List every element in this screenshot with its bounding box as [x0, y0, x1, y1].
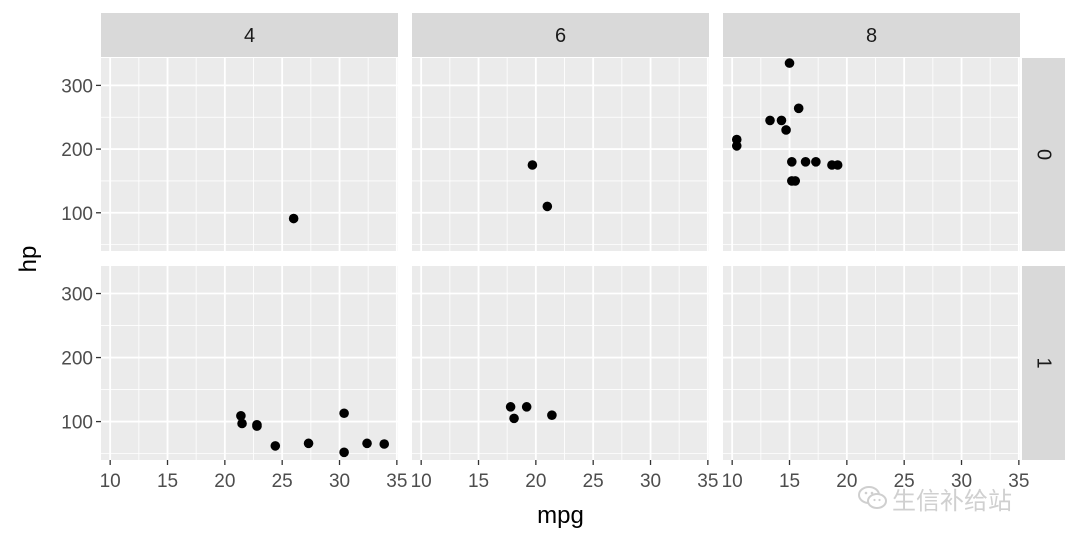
x-tick-label: 20	[836, 471, 857, 492]
column-strip	[101, 13, 398, 57]
data-point	[776, 115, 787, 126]
data-point	[252, 421, 262, 431]
x-tick-label: 35	[697, 471, 718, 492]
data-point	[800, 157, 811, 167]
data-point	[527, 160, 538, 170]
data-point	[781, 125, 791, 135]
data-point	[505, 402, 516, 412]
data-point	[236, 411, 246, 421]
data-point	[790, 176, 801, 186]
data-point	[288, 213, 299, 224]
x-tick-label: 20	[525, 471, 546, 492]
x-tick-label: 35	[1008, 471, 1029, 492]
column-strip-label: 6	[555, 25, 566, 47]
column-strip-label: 4	[244, 25, 255, 47]
x-tick-label: 15	[157, 471, 178, 492]
data-point	[765, 115, 775, 126]
x-tick-label: 15	[779, 471, 800, 492]
y-tick-label: 300	[61, 76, 93, 97]
data-point	[521, 402, 532, 412]
column-strip-label: 8	[866, 25, 877, 47]
panel-background	[412, 58, 709, 251]
x-tick-label: 30	[329, 471, 350, 492]
data-point	[339, 408, 349, 419]
x-tick-label: 10	[100, 471, 121, 492]
column-strip	[723, 13, 1020, 57]
x-tick-label: 30	[640, 471, 661, 492]
panel-background	[101, 266, 398, 460]
panel-background	[101, 58, 398, 251]
x-tick-label: 20	[214, 471, 235, 492]
x-tick-label: 30	[951, 471, 972, 492]
row-strip-label: 1	[1033, 357, 1055, 368]
wechat-logo-icon	[858, 486, 887, 509]
data-point	[542, 201, 553, 212]
y-tick-label: 200	[61, 140, 93, 161]
panel-background	[723, 58, 1020, 251]
x-tick-label: 35	[386, 471, 407, 492]
x-tick-label: 25	[583, 471, 604, 492]
data-point	[379, 439, 390, 449]
data-point	[509, 413, 519, 424]
data-point	[793, 103, 804, 114]
data-point	[237, 418, 247, 429]
y-tick-label: 100	[61, 413, 93, 434]
y-tick-label: 200	[61, 349, 93, 370]
x-tick-label: 25	[272, 471, 293, 492]
y-tick-label: 100	[61, 204, 93, 225]
x-axis-title: mpg	[537, 502, 584, 529]
data-point	[270, 441, 281, 451]
x-tick-label: 15	[468, 471, 489, 492]
data-point	[731, 141, 742, 151]
panel-background	[723, 266, 1020, 460]
data-point	[811, 157, 821, 167]
x-tick-label: 10	[411, 471, 432, 492]
x-tick-label: 25	[894, 471, 915, 492]
data-point	[303, 438, 314, 449]
x-tick-label: 10	[722, 471, 743, 492]
data-point	[362, 438, 372, 449]
row-strip-label: 0	[1033, 149, 1055, 160]
column-strip	[412, 13, 709, 57]
data-point	[832, 160, 843, 170]
y-axis-title: hp	[15, 246, 42, 273]
row-strip	[1022, 58, 1065, 251]
y-tick-label: 300	[61, 285, 93, 306]
data-point	[339, 447, 349, 458]
watermark-text: 生信补给站	[892, 486, 1012, 515]
row-strip	[1022, 266, 1065, 460]
watermark: 生信补给站	[858, 478, 1058, 518]
data-point	[787, 157, 797, 167]
data-point	[784, 58, 795, 68]
panel-background	[412, 266, 709, 460]
data-point	[547, 410, 557, 420]
